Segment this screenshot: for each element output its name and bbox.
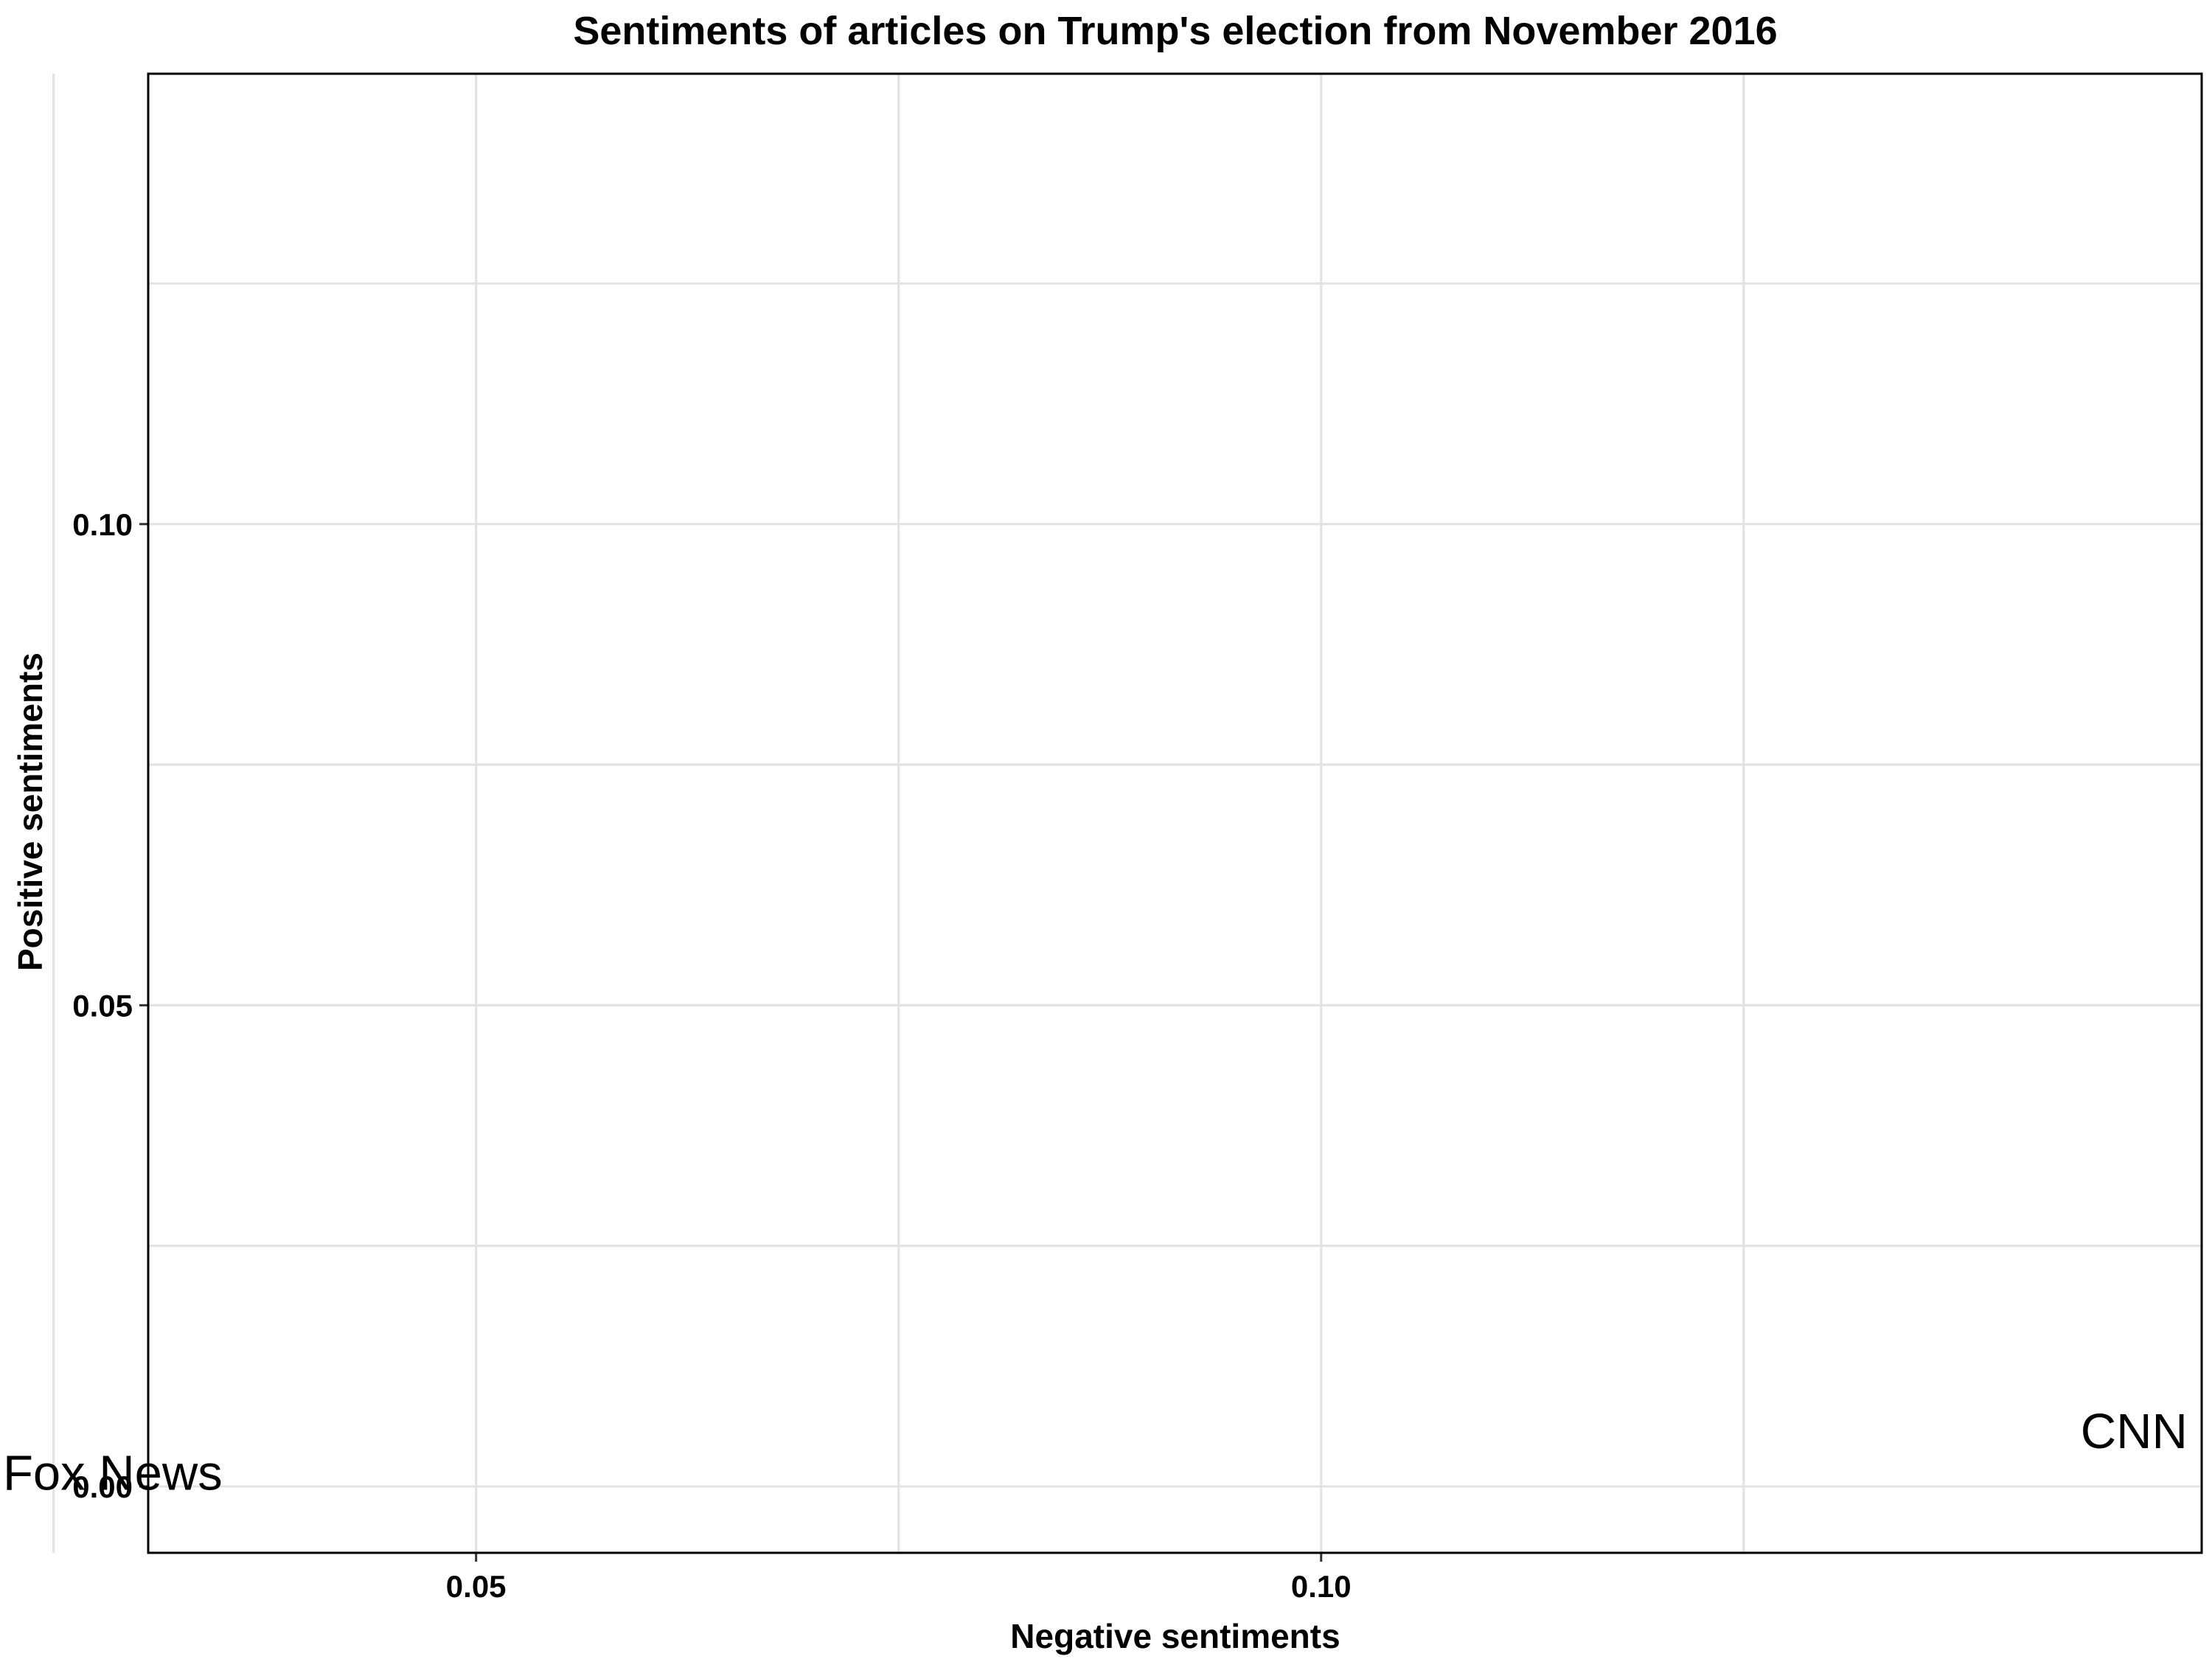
y-tick-label: 0.10 — [72, 507, 133, 542]
x-tick-label: 0.05 — [446, 1569, 507, 1604]
chart-title: Sentiments of articles on Trump's electi… — [573, 9, 1777, 53]
y-axis-title: Positive sentiments — [11, 653, 49, 971]
point-label: Fox News — [3, 1445, 223, 1500]
x-axis-title: Negative sentiments — [1010, 1617, 1340, 1655]
x-axis: 0.05 0.10 — [446, 1553, 1352, 1604]
data-labels: Fox News CNN — [3, 1404, 2188, 1500]
grid — [52, 74, 2202, 1553]
plot-panel-border — [147, 72, 2203, 1554]
x-tick-label: 0.10 — [1291, 1569, 1352, 1604]
y-tick-label: 0.05 — [72, 988, 133, 1023]
point-label: CNN — [2081, 1404, 2188, 1459]
y-tick-label: 0.00 — [72, 1470, 133, 1504]
y-axis: 0.00 0.05 0.10 — [72, 507, 148, 1504]
